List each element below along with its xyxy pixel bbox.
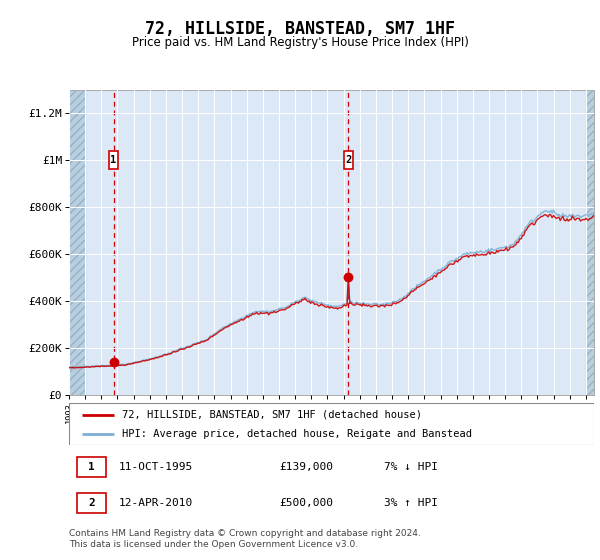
Text: 1: 1 [110, 155, 116, 165]
Text: Contains HM Land Registry data © Crown copyright and database right 2024.
This d: Contains HM Land Registry data © Crown c… [69, 529, 421, 549]
Text: HPI: Average price, detached house, Reigate and Banstead: HPI: Average price, detached house, Reig… [121, 429, 472, 439]
Text: 72, HILLSIDE, BANSTEAD, SM7 1HF: 72, HILLSIDE, BANSTEAD, SM7 1HF [145, 20, 455, 38]
FancyBboxPatch shape [109, 151, 118, 170]
Text: £139,000: £139,000 [279, 462, 333, 472]
Text: Price paid vs. HM Land Registry's House Price Index (HPI): Price paid vs. HM Land Registry's House … [131, 36, 469, 49]
Point [344, 273, 353, 282]
Point [109, 358, 118, 367]
Text: 7% ↓ HPI: 7% ↓ HPI [384, 462, 438, 472]
Text: 1: 1 [88, 462, 95, 472]
Text: £500,000: £500,000 [279, 498, 333, 508]
Bar [69, 90, 85, 395]
Bar [77, 456, 106, 477]
Text: 11-OCT-1995: 11-OCT-1995 [119, 462, 193, 472]
Text: 72, HILLSIDE, BANSTEAD, SM7 1HF (detached house): 72, HILLSIDE, BANSTEAD, SM7 1HF (detache… [121, 409, 421, 419]
Text: 2: 2 [88, 498, 95, 508]
Text: 3% ↑ HPI: 3% ↑ HPI [384, 498, 438, 508]
Text: 2: 2 [345, 155, 352, 165]
Bar [69, 90, 85, 395]
Bar [77, 493, 106, 514]
FancyBboxPatch shape [344, 151, 353, 170]
Bar [586, 90, 600, 395]
Bar [586, 90, 600, 395]
Text: 12-APR-2010: 12-APR-2010 [119, 498, 193, 508]
